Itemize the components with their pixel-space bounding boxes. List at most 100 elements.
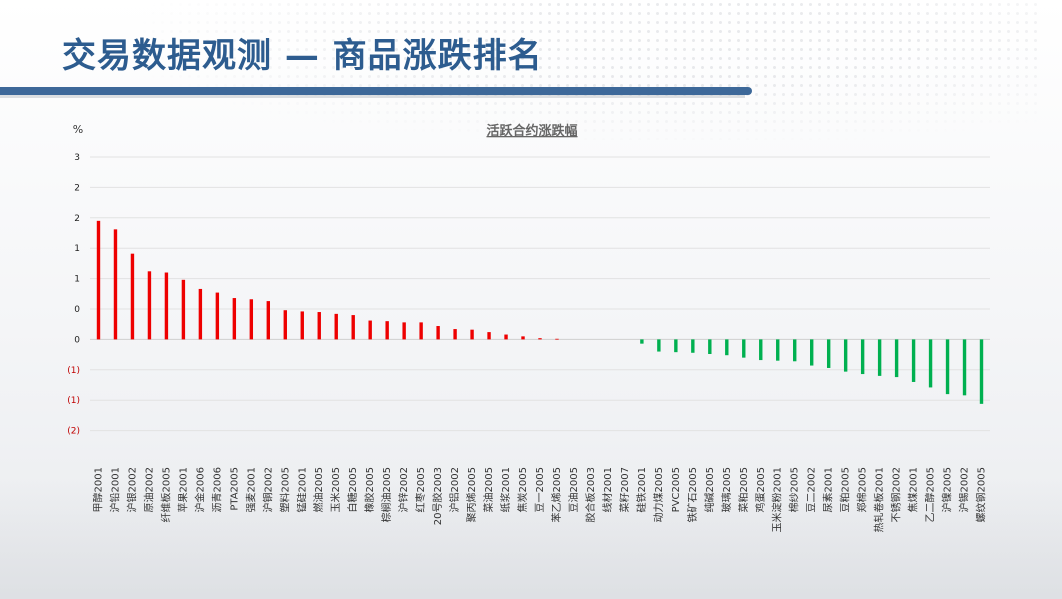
x-tick-label: 不锈钢2002: [890, 467, 903, 522]
bar: [674, 339, 678, 353]
y-tick-label: 1: [74, 275, 80, 285]
x-axis-labels: 甲醇2001 沪铅2001 沪银2002 原油2002 纤维板2005 苹果2001 沪金2…: [91, 467, 987, 532]
bar: [232, 298, 237, 340]
bar: [453, 329, 457, 340]
background-dot-map: [140, 0, 1040, 140]
x-tick-label: 20号胶2003: [431, 467, 444, 525]
bar: [436, 326, 440, 340]
x-tick-label: 沪铝2002: [448, 467, 461, 512]
chart-gridlines: [90, 156, 990, 432]
x-tick-label: 玉米淀粉2001: [771, 467, 784, 532]
x-tick-label: 铁矿石2005: [686, 467, 699, 522]
y-axis-ticks: 3 2 2 1 1 0 0 (1) (1) (2): [67, 153, 80, 437]
bar: [164, 272, 169, 340]
bar: [198, 288, 203, 340]
bar: [266, 301, 271, 340]
bar: [487, 332, 491, 340]
bar: [809, 339, 814, 366]
bar: [385, 321, 389, 340]
x-tick-label: PVC2005: [671, 467, 682, 512]
x-tick-label: 沪镍2005: [941, 467, 954, 512]
x-tick-label: 沪锡2002: [958, 467, 971, 512]
chart-title: 活跃合约涨跌幅: [486, 123, 577, 139]
x-tick-label: PTA2005: [229, 467, 240, 511]
bar: [860, 339, 865, 375]
x-tick-label: 豆一2005: [534, 467, 546, 512]
bar: [351, 315, 355, 340]
x-tick-label: 橡胶2005: [363, 467, 376, 512]
x-tick-label: 焦炭2005: [516, 467, 529, 512]
x-tick-label: 尿素2001: [822, 467, 835, 512]
x-tick-label: 强麦2001: [245, 467, 257, 512]
bar: [945, 339, 950, 395]
x-tick-label: 玻璃2005: [720, 467, 733, 512]
x-tick-label: 菜籽2007: [619, 467, 631, 512]
x-tick-label: 郑棉2005: [856, 467, 869, 512]
bar: [776, 339, 780, 361]
x-tick-label: 苯乙烯2005: [550, 467, 563, 522]
bar: [283, 310, 287, 340]
bar: [419, 322, 423, 340]
x-tick-label: 棕榈油2005: [380, 467, 393, 522]
x-tick-label: 线材2001: [601, 467, 614, 512]
bar: [521, 336, 525, 340]
bar: [130, 253, 135, 340]
x-tick-label: 沪金2006: [193, 467, 206, 512]
x-tick-label: 沪银2002: [125, 467, 138, 512]
x-tick-label: 燃油2005: [312, 467, 325, 512]
x-tick-label: 锰硅2001: [295, 467, 308, 512]
x-tick-label: 红枣2005: [414, 467, 427, 512]
y-tick-label: (1): [67, 396, 80, 406]
x-tick-label: 鸡蛋2005: [754, 467, 767, 512]
bar: [504, 334, 508, 340]
bar: [300, 311, 304, 340]
bar: [555, 338, 559, 340]
x-tick-label: 甲醇2001: [91, 467, 104, 512]
x-tick-label: 棉纱2005: [788, 467, 801, 512]
bar: [334, 313, 338, 340]
bar: [113, 229, 118, 340]
title-underline-shadow: [0, 95, 745, 98]
bar: [147, 271, 152, 340]
background-bottom-fade: [0, 479, 1062, 599]
x-tick-label: 硅铁2001: [635, 467, 648, 512]
bar: [402, 322, 406, 340]
bar: [708, 339, 712, 354]
x-tick-label: 纯碱2005: [703, 467, 716, 512]
x-tick-label: 螺纹钢2005: [975, 467, 988, 522]
bar: [759, 339, 763, 361]
x-tick-label: 玉米2005: [329, 467, 342, 512]
y-tick-label: 0: [74, 335, 80, 345]
bar: [249, 299, 254, 340]
y-tick-label: 2: [74, 214, 80, 224]
x-tick-label: 菜粕2005: [737, 467, 750, 512]
y-tick-label: 0: [74, 305, 80, 315]
bar: [877, 339, 882, 376]
x-tick-label: 豆二2002: [806, 467, 818, 512]
bar: [181, 279, 186, 340]
x-tick-label: 豆油2005: [567, 467, 580, 512]
bar: [215, 292, 220, 340]
bar: [640, 339, 644, 344]
y-tick-label: 2: [74, 183, 80, 193]
x-tick-label: 菜油2005: [482, 467, 495, 512]
x-tick-label: 纤维板2005: [159, 467, 172, 522]
bar: [843, 339, 848, 372]
bar: [538, 338, 542, 340]
bar: [96, 220, 101, 340]
x-tick-label: 原油2002: [142, 467, 155, 512]
bar: [928, 339, 933, 388]
x-tick-label: 沪锌2002: [397, 467, 410, 512]
bar: [691, 339, 695, 353]
y-axis-unit-label: %: [73, 123, 83, 136]
y-tick-label: 1: [74, 244, 80, 254]
y-tick-label: (2): [67, 427, 80, 437]
x-tick-label: 沪铅2001: [108, 467, 121, 512]
x-tick-label: 沥青2006: [210, 467, 223, 512]
chart-bars: [96, 220, 984, 404]
page-title: 交易数据观测 — 商品涨跌排名: [62, 36, 543, 76]
bar: [894, 339, 899, 378]
x-tick-label: 纸浆2001: [499, 467, 512, 512]
x-tick-label: 动力煤2005: [652, 467, 665, 522]
